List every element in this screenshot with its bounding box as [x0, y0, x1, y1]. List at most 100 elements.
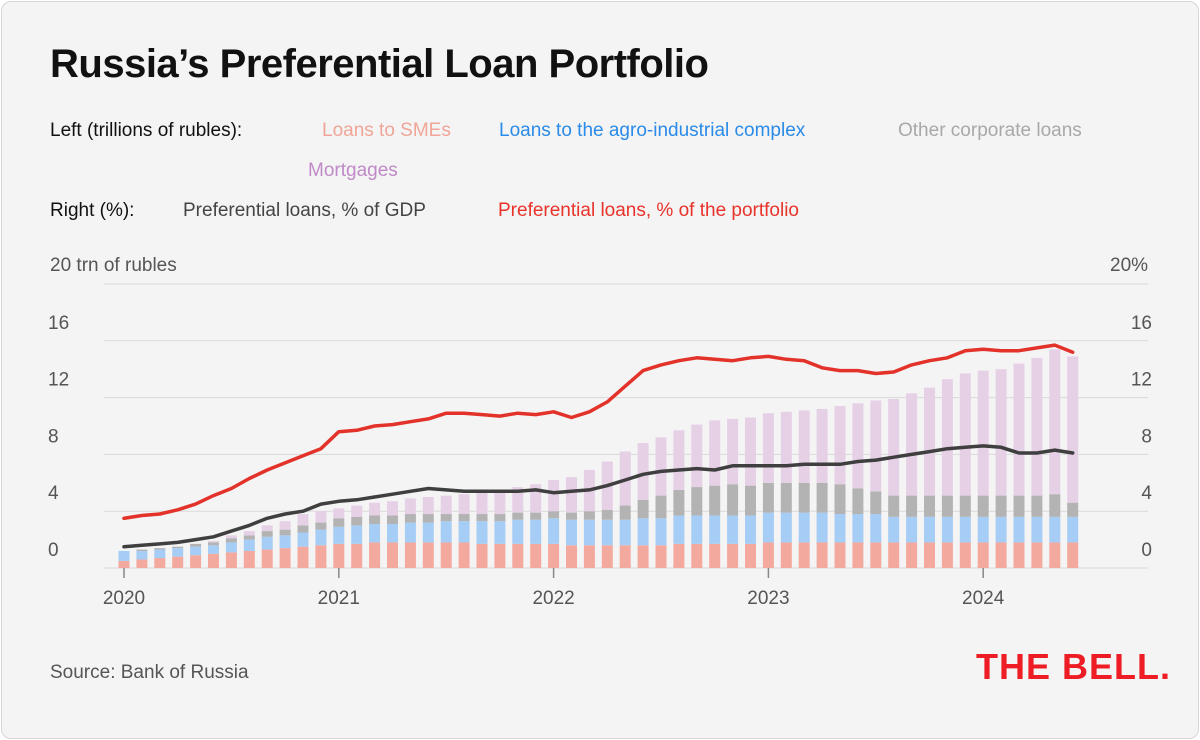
- bar-segment: [172, 548, 184, 557]
- bar-segment: [691, 515, 703, 544]
- bar-segment: [619, 519, 631, 546]
- bar-segment: [422, 497, 434, 515]
- y-tick-right: 4: [1141, 483, 1152, 504]
- bar-segment: [906, 393, 918, 496]
- bar-segment: [387, 501, 398, 516]
- bar-segment: [995, 369, 1007, 496]
- bar-segment: [333, 508, 345, 519]
- bar-segment: [458, 494, 470, 515]
- bar-segment: [548, 511, 560, 519]
- legend-item-mortgages: Mortgages: [308, 160, 398, 182]
- bar-segment: [369, 515, 381, 524]
- bar-segment: [655, 495, 667, 519]
- bar-segment: [1049, 494, 1061, 517]
- bar-segment: [476, 543, 488, 568]
- bar-segment: [566, 545, 577, 568]
- bar-segment: [745, 417, 756, 486]
- bar-segment: [583, 511, 595, 520]
- bar-segment: [924, 516, 935, 543]
- bar-segment: [762, 542, 774, 568]
- source-note: Source: Bank of Russia: [50, 662, 249, 683]
- bar-segment: [619, 545, 631, 568]
- bar-segment: [601, 509, 613, 520]
- bar-segment: [190, 543, 202, 547]
- bar-segment: [906, 542, 918, 568]
- bar-segment: [1013, 495, 1025, 517]
- bar-segment: [1049, 349, 1061, 495]
- series-line: [122, 444, 1075, 549]
- bar-segment: [530, 519, 542, 544]
- bar-segment: [422, 514, 434, 523]
- bar-segment: [404, 542, 416, 568]
- y-tick-left: 8: [48, 426, 59, 447]
- bar-segment: [691, 424, 703, 488]
- bar-segment: [154, 558, 166, 568]
- bar-segment: [1013, 516, 1025, 543]
- bar-segment: [888, 495, 900, 517]
- bar-segment: [995, 542, 1007, 568]
- bar-segment: [118, 550, 130, 561]
- bar-segment: [190, 546, 202, 556]
- y-tick-right: 12: [1131, 370, 1152, 391]
- bar-segment: [225, 542, 237, 553]
- bar-segment: [566, 512, 577, 520]
- y-tick-left: 4: [48, 483, 59, 504]
- bar-segment: [780, 542, 792, 568]
- bar-segment: [888, 399, 900, 496]
- bar-segment: [530, 543, 542, 568]
- bar-segment: [118, 560, 130, 568]
- bar-segment: [959, 542, 971, 568]
- bar-segment: [673, 489, 685, 516]
- bar-segment: [941, 542, 953, 568]
- bar-segment: [458, 521, 470, 543]
- bar-segment: [530, 484, 542, 513]
- bar-segment: [924, 387, 935, 496]
- bar-segment: [1013, 363, 1025, 496]
- bar-segment: [351, 505, 363, 517]
- y-tick-right: 0: [1141, 540, 1152, 561]
- bar-segment: [369, 523, 381, 543]
- legend-item-mortgages-label: Mortgages: [308, 160, 398, 181]
- bar-segment: [172, 546, 184, 549]
- bar-segment: [476, 514, 488, 522]
- bar-segment: [404, 522, 416, 543]
- bar-segment: [834, 514, 846, 543]
- y-tick-right: 8: [1141, 426, 1152, 447]
- bar-segment: [476, 521, 488, 544]
- bar-segment: [673, 430, 685, 490]
- bar-segment: [834, 406, 846, 485]
- bar-segment: [780, 482, 792, 513]
- bar-segment: [208, 542, 219, 546]
- bar-segment: [440, 542, 452, 568]
- bar-segment: [655, 545, 667, 568]
- bar-segment: [208, 553, 219, 568]
- bar-segment: [1031, 495, 1043, 517]
- bar-segment: [208, 541, 219, 543]
- bar-segment: [136, 549, 148, 551]
- bar-segment: [995, 495, 1007, 517]
- bar-segment: [530, 512, 542, 520]
- bar-segment: [476, 492, 488, 515]
- bar-segment: [852, 542, 864, 568]
- bar-segment: [154, 548, 166, 550]
- y-tick-right: 16: [1131, 313, 1152, 334]
- bar-segment: [136, 550, 148, 560]
- bar-segment: [798, 542, 810, 568]
- bar-segment: [404, 498, 416, 515]
- bar-segment: [261, 525, 273, 532]
- legend-item-agro-label: Loans to the agro-industrial complex: [499, 120, 806, 141]
- bar-segment: [959, 373, 971, 496]
- bar-segment: [762, 512, 774, 543]
- bar-segment: [1067, 502, 1079, 517]
- bar-segment: [870, 514, 882, 543]
- bar-segment: [494, 514, 506, 522]
- bar-segment: [1049, 516, 1061, 543]
- bar-segment: [762, 482, 774, 513]
- legend-item-other-label: Other corporate loans: [898, 120, 1082, 141]
- bar-segment: [225, 552, 237, 568]
- legend-item-other: Other corporate loans: [898, 120, 1082, 142]
- bar-segment: [888, 516, 900, 543]
- bar-segment: [655, 518, 667, 546]
- right-axis-unit: 20%: [1110, 255, 1149, 276]
- bar-segment: [279, 535, 291, 549]
